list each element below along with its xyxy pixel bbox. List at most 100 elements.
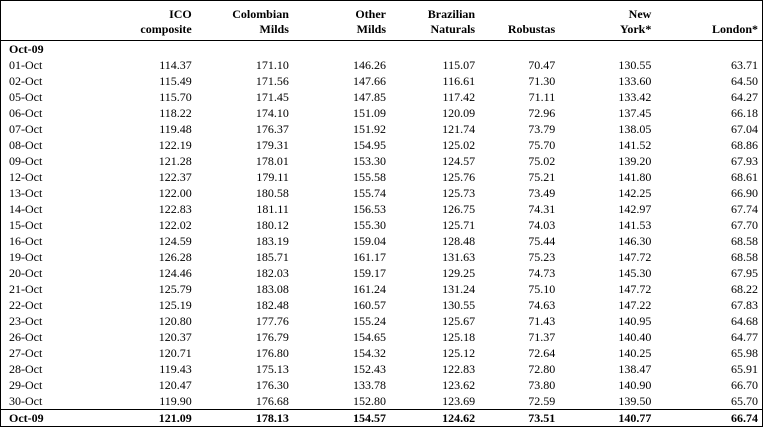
cell: 125.79 [158,282,192,296]
cell: 140.90 [618,378,652,392]
cell: 122.83 [158,202,192,216]
header-line: Milds [356,22,386,36]
cell: 66.74 [655,409,763,427]
cell: 122.02 [158,218,192,232]
cell: 115.07 [442,58,476,72]
cell: 67.95 [731,266,758,280]
cell: 73.51 [479,409,560,427]
row-label: 01-Oct [9,58,43,72]
cell: 159.17 [353,266,386,280]
cell: 129.25 [442,266,476,280]
cell: 133.42 [618,90,652,104]
header-line: ICO [169,7,192,21]
cell: 154.65 [353,330,386,344]
cell: 179.11 [256,170,289,184]
cell: 124.62 [390,409,480,427]
cell: 75.70 [528,138,556,152]
cell: 71.30 [528,74,556,88]
cell: 176.80 [255,346,289,360]
cell: 141.52 [618,138,652,152]
cell: 115.70 [159,90,192,104]
cell: 64.27 [731,90,758,104]
column-header: Robustas [479,0,560,41]
cell: 140.77 [559,409,656,427]
header-row: ICO composite Colombian Milds Other Milds Braz… [0,0,763,41]
row-label: 23-Oct [9,314,43,328]
cell: 74.31 [528,202,556,216]
cell: 68.58 [731,234,758,248]
cell: 123.69 [442,394,476,408]
cell: 71.11 [528,90,556,104]
cell: 146.26 [353,58,386,72]
cell: 66.18 [731,106,758,120]
cell: 124.46 [158,266,192,280]
cell: 75.02 [528,154,556,168]
data-row: 01-Oct 114.37 171.10 146.26 115.07 70.47 130.5… [1,57,763,73]
header-line: York* [619,22,652,36]
cell: 121.09 [120,409,196,427]
row-label: 12-Oct [9,170,43,184]
cell: 176.30 [255,378,289,392]
cell: 140.25 [618,346,652,360]
cell: 138.47 [618,362,652,376]
cell: 133.60 [618,74,652,88]
row-label: 27-Oct [9,346,43,360]
cell: 125.71 [442,218,476,232]
cell: 65.98 [731,346,758,360]
cell: 171.10 [255,58,289,72]
cell: 154.95 [353,138,386,152]
cell: 147.85 [353,90,386,104]
column-header: New York* [559,0,656,41]
header-line: Robustas [507,22,556,36]
cell: 64.77 [731,330,758,344]
cell: 153.30 [353,154,386,168]
cell: 63.71 [731,58,758,72]
section-label: Oct-09 [9,42,44,56]
cell: 125.18 [442,330,476,344]
row-label: 02-Oct [9,74,43,88]
cell: 140.95 [618,314,652,328]
cell: 182.48 [255,298,289,312]
data-row: 20-Oct 124.46 182.03 159.17 129.25 74.73 145.3… [1,265,763,281]
cell: 75.44 [528,234,556,248]
cell: 147.22 [618,298,652,312]
column-header: Other Milds [292,0,390,41]
row-label: 07-Oct [9,122,43,136]
cell: 71.43 [528,314,556,328]
cell: 133.78 [353,378,386,392]
header-line: London* [711,22,758,36]
data-row: 14-Oct 122.83 181.11 156.53 126.75 74.31 142.9… [1,201,763,217]
cell: 147.72 [618,250,652,264]
cell: 120.71 [158,346,192,360]
cell: 125.73 [442,186,476,200]
cell: 159.04 [353,234,386,248]
data-row: 08-Oct 122.19 179.31 154.95 125.02 75.70 141.5… [1,137,763,153]
cell: 152.43 [353,362,386,376]
cell: 139.50 [618,394,652,408]
cell: 67.93 [731,154,758,168]
cell: 178.01 [255,154,289,168]
data-row: 05-Oct 115.70 171.45 147.85 117.42 71.11 133.4… [1,89,763,105]
cell: 75.10 [528,282,556,296]
cell: 147.66 [353,74,386,88]
cell: 161.17 [353,250,386,264]
data-row: 02-Oct 115.49 171.56 147.66 116.61 71.30 133.6… [1,73,763,89]
cell: 123.62 [442,378,476,392]
cell: 141.80 [618,170,652,184]
cell: 145.30 [618,266,652,280]
row-label: 14-Oct [9,202,43,216]
cell: 180.12 [255,218,289,232]
cell: 178.13 [195,409,293,427]
data-row: 12-Oct 122.37 179.11 155.58 125.76 75.21 141.8… [1,169,763,185]
row-label: 30-Oct [9,394,43,408]
cell: 122.00 [158,186,192,200]
cell: 171.56 [255,74,289,88]
cell: 130.55 [442,298,476,312]
header-line: Naturals [430,22,476,36]
cell: 72.59 [528,394,556,408]
cell: 121.74 [442,122,476,136]
cell: 120.80 [158,314,192,328]
cell: 183.19 [255,234,289,248]
cell: 75.23 [528,250,556,264]
